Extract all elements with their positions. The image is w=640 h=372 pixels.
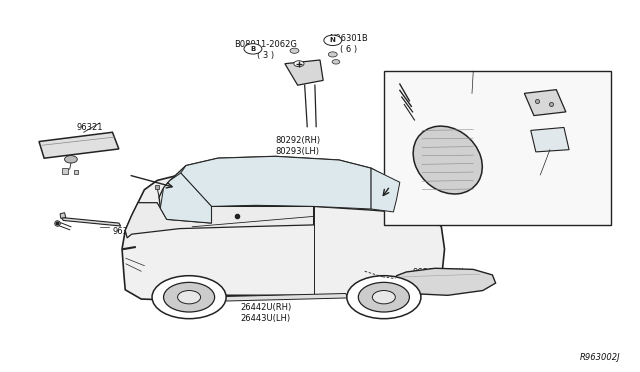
Polygon shape bbox=[394, 268, 495, 295]
Text: R963002J: R963002J bbox=[580, 353, 620, 362]
Text: 96328: 96328 bbox=[113, 227, 139, 236]
Polygon shape bbox=[371, 168, 400, 212]
Text: 26442U(RH)
26443U(LH): 26442U(RH) 26443U(LH) bbox=[240, 303, 291, 323]
Text: 80292(RH)
80293(LH): 80292(RH) 80293(LH) bbox=[275, 136, 321, 156]
Text: 96301M(RH)
96302M(LH): 96301M(RH) 96302M(LH) bbox=[413, 268, 465, 288]
Text: N: N bbox=[330, 37, 336, 44]
Text: 96301(RH)
96302(LH): 96301(RH) 96302(LH) bbox=[472, 93, 517, 113]
Circle shape bbox=[332, 60, 340, 64]
Polygon shape bbox=[180, 156, 371, 209]
Text: N96301B
( 6 ): N96301B ( 6 ) bbox=[330, 34, 368, 54]
Circle shape bbox=[290, 48, 299, 53]
Bar bbox=[384, 71, 611, 225]
Circle shape bbox=[294, 61, 304, 67]
Text: 96321: 96321 bbox=[77, 123, 103, 132]
Circle shape bbox=[372, 291, 396, 304]
Polygon shape bbox=[122, 166, 445, 301]
Circle shape bbox=[328, 52, 337, 57]
Ellipse shape bbox=[413, 126, 483, 194]
Polygon shape bbox=[159, 156, 400, 212]
Circle shape bbox=[244, 44, 262, 54]
Polygon shape bbox=[161, 173, 211, 223]
Polygon shape bbox=[524, 90, 566, 116]
Text: B: B bbox=[250, 46, 255, 52]
Circle shape bbox=[65, 155, 77, 163]
Polygon shape bbox=[60, 213, 66, 218]
Polygon shape bbox=[125, 203, 314, 238]
Polygon shape bbox=[285, 60, 323, 85]
Text: B08911-2062G
( 3 ): B08911-2062G ( 3 ) bbox=[234, 39, 297, 60]
Polygon shape bbox=[39, 132, 119, 158]
Polygon shape bbox=[61, 218, 121, 226]
Polygon shape bbox=[531, 128, 569, 152]
Circle shape bbox=[164, 282, 214, 312]
Circle shape bbox=[347, 276, 421, 319]
Polygon shape bbox=[198, 294, 349, 302]
Circle shape bbox=[152, 276, 226, 319]
Circle shape bbox=[177, 291, 200, 304]
Circle shape bbox=[324, 35, 342, 45]
Text: 96365M(RH)
96366M(LH): 96365M(RH) 96366M(LH) bbox=[540, 175, 593, 195]
Circle shape bbox=[358, 282, 410, 312]
